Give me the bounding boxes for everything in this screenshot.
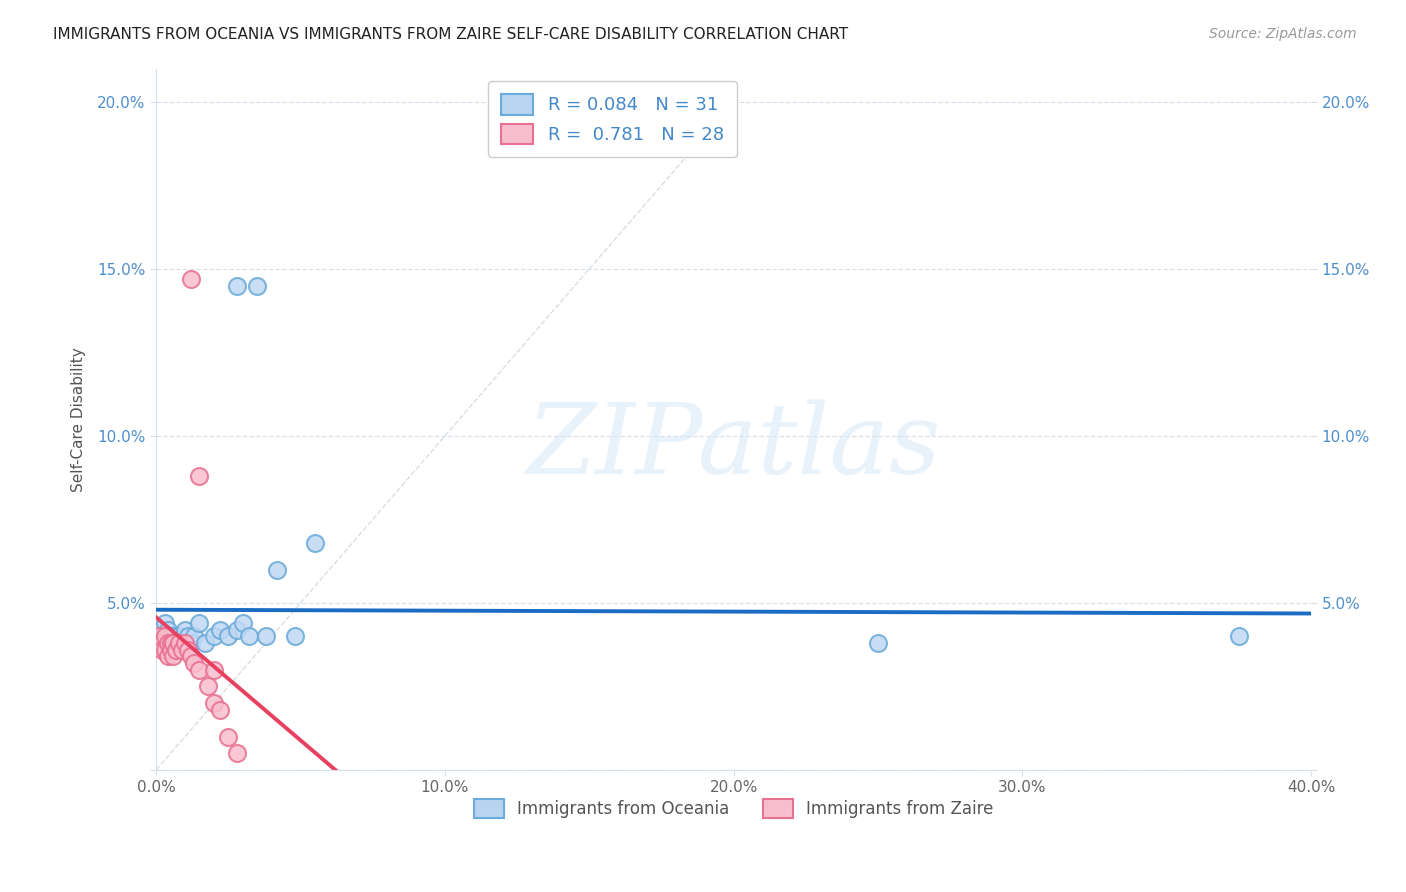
Point [172,642,194,657]
Point [226,747,249,761]
Point [165,642,187,657]
Point [162,636,184,650]
Point [304,536,326,550]
Text: IMMIGRANTS FROM OCEANIA VS IMMIGRANTS FROM ZAIRE SELF-CARE DISABILITY CORRELATIO: IMMIGRANTS FROM OCEANIA VS IMMIGRANTS FR… [53,27,849,42]
Point [148,623,170,637]
Point [156,649,179,664]
Point [167,629,190,643]
Point [217,730,239,744]
Point [150,636,173,650]
Point [150,629,173,643]
Point [162,629,184,643]
Point [188,469,211,483]
Point [177,629,200,643]
Y-axis label: Self-Care Disability: Self-Care Disability [72,347,86,491]
Point [246,278,269,293]
Point [202,663,225,677]
Point [156,623,179,637]
Point [159,636,181,650]
Point [254,629,277,643]
Point [153,642,176,657]
Point [177,642,200,657]
Point [165,636,187,650]
Point [266,563,288,577]
Point [188,663,211,677]
Point [183,629,205,643]
Point [202,696,225,710]
Point [232,615,254,630]
Point [188,615,211,630]
Point [866,636,889,650]
Point [217,629,239,643]
Point [238,629,260,643]
Point [1227,629,1250,643]
Point [284,629,307,643]
Point [148,636,170,650]
Point [167,636,190,650]
Text: Source: ZipAtlas.com: Source: ZipAtlas.com [1209,27,1357,41]
Text: ZIPatlas: ZIPatlas [526,400,941,495]
Point [208,703,231,717]
Point [174,623,197,637]
Point [226,278,249,293]
Point [180,636,202,650]
Point [153,629,176,643]
Point [150,636,173,650]
Point [150,642,173,657]
Point [174,636,197,650]
Point [197,680,219,694]
Point [180,272,202,286]
Point [156,636,179,650]
Point [153,615,176,630]
Legend: Immigrants from Oceania, Immigrants from Zaire: Immigrants from Oceania, Immigrants from… [467,792,1000,825]
Point [148,629,170,643]
Point [159,642,181,657]
Point [180,649,202,664]
Point [194,636,217,650]
Point [162,649,184,664]
Point [159,642,181,657]
Point [153,629,176,643]
Point [172,642,194,657]
Point [202,629,225,643]
Point [156,636,179,650]
Point [183,656,205,670]
Point [159,629,181,643]
Point [226,623,249,637]
Point [208,623,231,637]
